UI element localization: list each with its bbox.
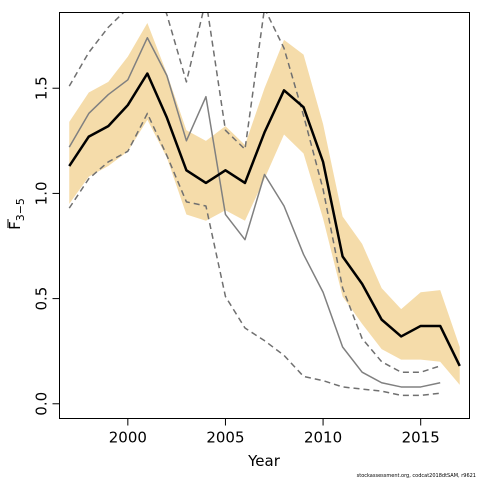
- x-tick-label: 2010: [304, 429, 342, 447]
- x-tick-label: 2005: [206, 429, 244, 447]
- plot-frame: [59, 12, 470, 419]
- credit-text: stockassessment.org, codcat2018dtSAM, r9…: [357, 473, 476, 479]
- y-tick-label: 0.5: [33, 287, 51, 311]
- y-axis-title-subscript: 3−5: [14, 198, 27, 221]
- y-axis-title: F3−5: [6, 198, 27, 230]
- y-tick-label: 0.0: [33, 392, 51, 416]
- x-tick-label: 2000: [109, 429, 147, 447]
- confidence-band: [69, 23, 460, 385]
- y-axis-title-main: F: [6, 221, 24, 230]
- retro-lower-line: [68, 112, 441, 397]
- plot-layer: [68, 12, 461, 397]
- svg-text:F3−5: F3−5: [6, 198, 27, 230]
- retro-line: [68, 36, 441, 388]
- y-tick-label: 1.0: [33, 181, 51, 205]
- axis-layer: 2000 2005 2010 2015 0.0 0.5 1.0 1.5: [33, 76, 440, 446]
- estimate-line: [68, 72, 461, 367]
- y-tick-label: 1.5: [33, 76, 51, 100]
- x-axis-title: Year: [247, 452, 281, 470]
- x-tick-label: 2015: [402, 429, 440, 447]
- retro-upper-line: [68, 12, 441, 373]
